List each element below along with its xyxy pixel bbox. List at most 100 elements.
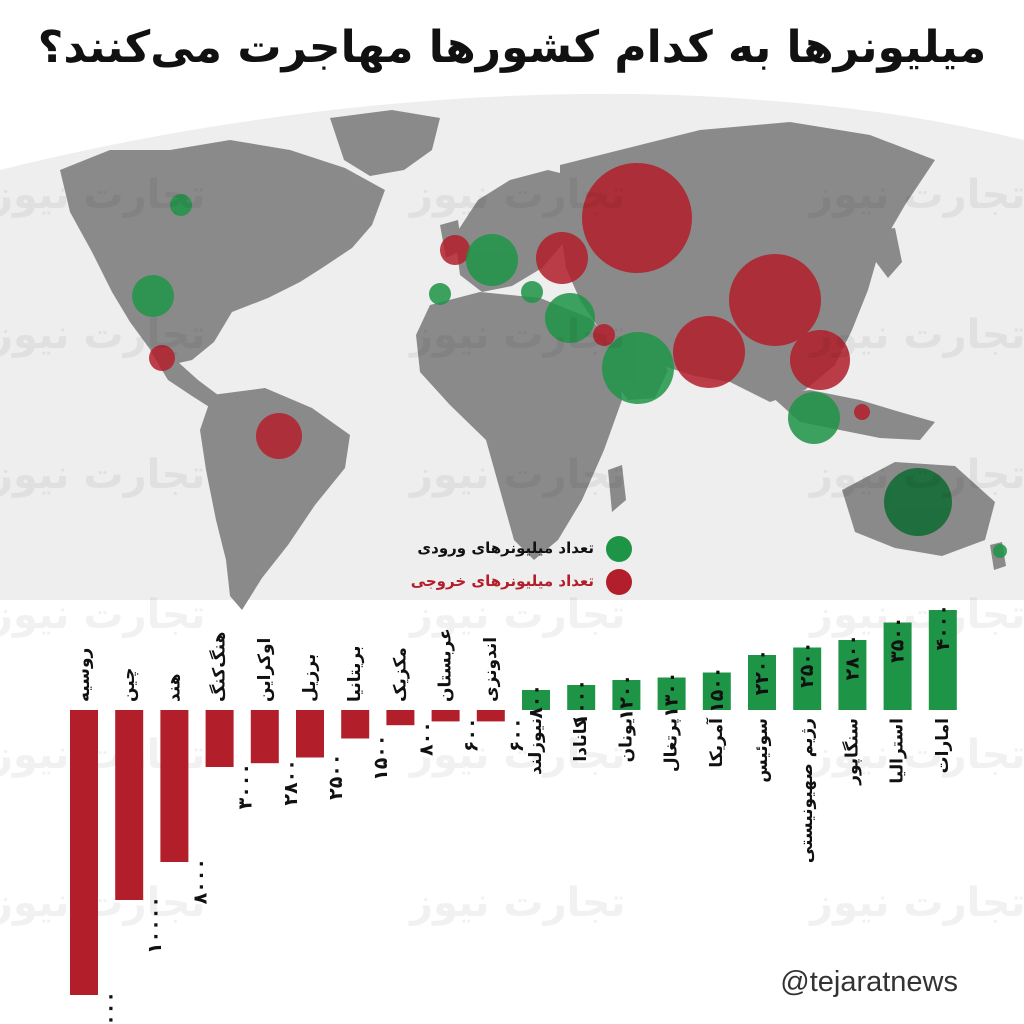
data-label: ۲۲۰۰ (751, 649, 773, 695)
bubble-china (729, 254, 821, 346)
category-label: عربستان (436, 628, 456, 702)
category-label: بریتانیا (345, 646, 365, 702)
data-label: ۳۰۰۰ (235, 763, 257, 809)
watermark: تجارت نیوز (810, 452, 1024, 498)
data-label: ۱۵۰۰ (706, 667, 728, 713)
social-handle: @tejaratnews (780, 966, 958, 998)
legend-inflow-label: تعداد میلیونرهای ورودی (417, 539, 594, 557)
bubble-india (673, 316, 745, 388)
bar-inflow-5 (702, 672, 731, 710)
bubble-australia (884, 468, 952, 536)
bubble-greece (521, 281, 543, 303)
bar-inflow-1 (522, 690, 550, 710)
category-label: اندونزی (481, 637, 501, 702)
map-madagascar (608, 465, 626, 512)
bubble-mexico (149, 345, 175, 371)
bar-outflow-5 (250, 710, 279, 764)
category-label: امارات (933, 718, 953, 773)
bar-outflow-1 (70, 710, 98, 995)
data-label: ۸۰۰۰ (189, 858, 211, 904)
data-label: ۲۸۰۰ (841, 634, 863, 680)
data-label: ۲۸۰۰ (280, 759, 302, 805)
map-greenland (330, 110, 440, 176)
outflow-bubbles (149, 163, 870, 459)
bar-outflow-2 (115, 710, 144, 900)
bubble-singapore (788, 392, 840, 444)
category-label: هنگ‌کنگ (209, 632, 230, 702)
bubble-russia (582, 163, 692, 273)
bar-inflow-10 (928, 610, 957, 710)
data-label: ۳۵۰۰ (887, 617, 909, 663)
bubble-hong-kong (790, 330, 850, 390)
watermark: تجارت نیوز (810, 732, 1024, 778)
category-label: آمریکا (705, 717, 727, 768)
bubble-canada (170, 194, 192, 216)
watermark: تجارت نیوز (0, 312, 206, 358)
bar-outflow-6 (296, 710, 324, 758)
map-south-america (200, 388, 350, 610)
bar-outflow-9 (431, 710, 460, 722)
bubble-israel (545, 293, 595, 343)
data-label: ۸۰۰ (525, 684, 547, 719)
category-label: سنگاپور (841, 718, 862, 786)
watermark: تجارت نیوز (0, 880, 206, 926)
legend-inflow-swatch (606, 536, 632, 562)
watermark: تجارت نیوز (810, 312, 1024, 358)
watermark: تجارت نیوز (0, 592, 206, 638)
category-label: یونان (616, 718, 636, 762)
data-label: ۴۰۰۰ (932, 604, 954, 650)
inflow-bubbles (132, 194, 1007, 558)
category-label: روسیه (74, 648, 94, 702)
bar-outflow-3 (160, 710, 189, 862)
watermark: تجارت نیوز (810, 592, 1024, 638)
watermark: تجارت نیوز (410, 732, 626, 778)
bubble-uae (602, 332, 674, 404)
watermark: تجارت نیوز (810, 172, 1024, 218)
map-japan (876, 228, 902, 278)
bubble-new-zealand (993, 544, 1007, 558)
data-label: ۱۲۰۰ (615, 674, 637, 720)
bar-inflow-2 (567, 685, 596, 710)
bar-inflow-3 (612, 680, 641, 710)
bar-inflow-6 (748, 655, 776, 710)
watermark: تجارت نیوز (0, 172, 206, 218)
bar-inflow-8 (838, 640, 867, 710)
watermark: تجارت نیوز (410, 312, 626, 358)
bar-outflow-10 (476, 710, 505, 722)
bar-outflow-8 (386, 710, 415, 726)
bubble-usa (132, 275, 174, 317)
bubble-britain (440, 235, 470, 265)
category-label: مکزیک (390, 647, 410, 702)
bubble-indonesia (854, 404, 870, 420)
watermark: تجارت نیوز (0, 452, 206, 498)
bubble-portugal (429, 283, 451, 305)
data-label: ۱۳۰۰ (661, 672, 683, 718)
data-label: ۸۰۰ (415, 721, 437, 756)
bar-inflow-9 (883, 622, 912, 710)
bar-outflow-7 (341, 710, 370, 739)
bar-inflow-4 (657, 677, 686, 710)
legend-outflow-swatch (606, 569, 632, 595)
bar-inflow-7 (793, 647, 822, 710)
bubble-saudi-arabia (593, 324, 615, 346)
bubble-ukraine (536, 232, 588, 284)
data-label: ۲۵۰۰ (325, 754, 347, 800)
data-label: ۶۰۰ (506, 717, 528, 752)
category-label: برزیل (300, 654, 320, 702)
watermark: تجارت نیوز (410, 880, 626, 926)
legend-outflow-label: تعداد میلیونرهای خروجی (410, 572, 594, 590)
data-label: ۱۵۰۰۰ (99, 991, 121, 1024)
category-label: نیوزلند (526, 718, 546, 775)
category-label: چین (119, 668, 139, 703)
data-label: ۶۰۰ (461, 717, 483, 752)
category-label: اوکراین (255, 638, 275, 702)
category-label: کانادا (571, 718, 591, 762)
data-label: ۲۵۰۰ (796, 642, 818, 688)
watermark: تجارت نیوز (410, 452, 626, 498)
data-label: ۱۰۰۰۰ (144, 896, 166, 954)
bubble-brazil (256, 413, 302, 459)
category-label: سوئیس (752, 718, 772, 783)
category-label: هند (164, 673, 184, 702)
